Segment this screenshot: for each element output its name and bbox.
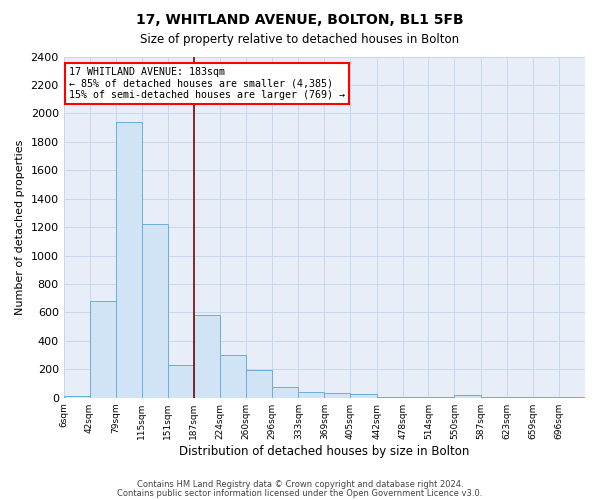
Bar [507,397,533,398]
Bar [116,122,142,398]
Bar [142,224,168,398]
Text: Contains HM Land Registry data © Crown copyright and database right 2024.: Contains HM Land Registry data © Crown c… [137,480,463,489]
Bar [168,365,194,398]
Bar [403,397,428,398]
Bar [272,387,298,398]
Bar [298,392,325,398]
Text: Contains public sector information licensed under the Open Government Licence v3: Contains public sector information licen… [118,488,482,498]
Y-axis label: Number of detached properties: Number of detached properties [15,140,25,315]
Bar [194,315,220,398]
Bar [350,394,377,398]
Text: 17 WHITLAND AVENUE: 183sqm
← 85% of detached houses are smaller (4,385)
15% of s: 17 WHITLAND AVENUE: 183sqm ← 85% of deta… [69,66,345,100]
Bar [481,397,507,398]
Text: Size of property relative to detached houses in Bolton: Size of property relative to detached ho… [140,32,460,46]
X-axis label: Distribution of detached houses by size in Bolton: Distribution of detached houses by size … [179,444,470,458]
Bar [246,370,272,398]
Bar [454,395,481,398]
Bar [325,394,350,398]
Text: 17, WHITLAND AVENUE, BOLTON, BL1 5FB: 17, WHITLAND AVENUE, BOLTON, BL1 5FB [136,12,464,26]
Bar [377,397,403,398]
Bar [220,355,246,398]
Bar [64,396,89,398]
Bar [428,397,454,398]
Bar [89,301,116,398]
